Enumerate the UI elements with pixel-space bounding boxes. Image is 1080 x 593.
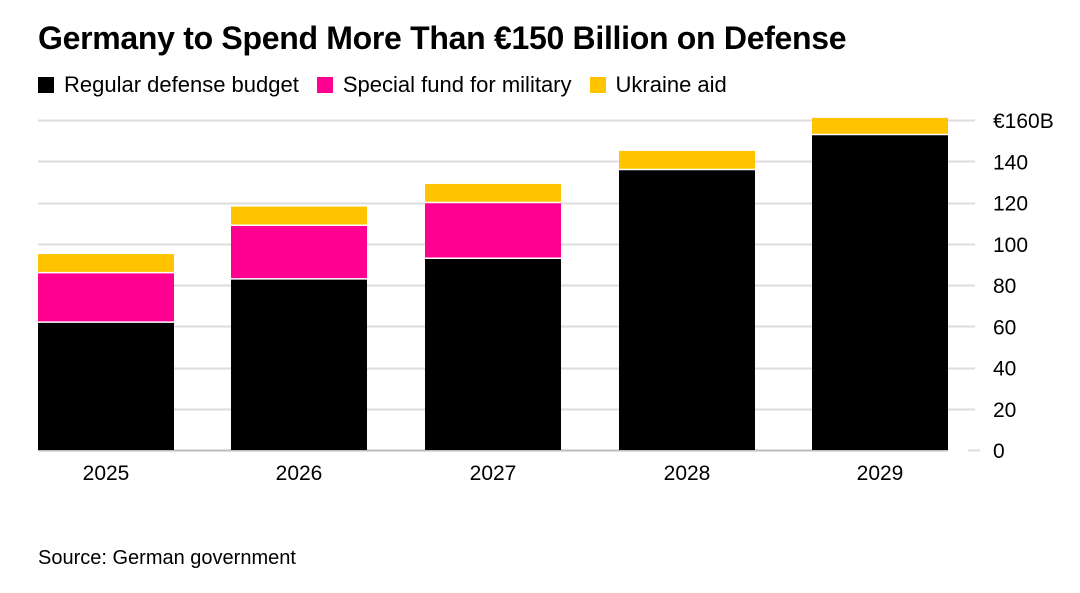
y-tick-label: 60 xyxy=(993,316,1016,339)
y-tick-label: 20 xyxy=(993,399,1016,422)
y-tick-label: 80 xyxy=(993,275,1016,298)
bar-segment-ukraine-2028 xyxy=(619,150,755,170)
bar-segment-regular-2025 xyxy=(38,322,174,450)
bar-segment-special-2027 xyxy=(425,202,561,259)
legend-label-ukraine: Ukraine aid xyxy=(615,72,727,97)
bar-segment-ukraine-2025 xyxy=(38,254,174,273)
y-tick-label: 0 xyxy=(993,440,1005,463)
y-tick-label: 40 xyxy=(993,358,1016,381)
chart-title: Germany to Spend More Than €150 Billion … xyxy=(38,20,847,56)
y-tick-label: 120 xyxy=(993,193,1028,216)
legend-swatch-regular xyxy=(38,77,54,93)
bar-segment-regular-2027 xyxy=(425,258,561,450)
y-tick-label: 140 xyxy=(993,151,1028,174)
bar-segment-special-2025 xyxy=(38,272,174,323)
x-tick-label: 2028 xyxy=(664,462,711,485)
x-tick-label: 2027 xyxy=(470,462,517,485)
bar-segment-special-2026 xyxy=(231,225,367,279)
legend-swatch-special xyxy=(316,77,333,93)
bar-segment-ukraine-2027 xyxy=(425,183,561,203)
legend-label-special: Special fund for military xyxy=(342,72,572,97)
x-tick-label: 2029 xyxy=(857,462,904,485)
legend: Regular defense budget Special fund for … xyxy=(38,72,745,98)
legend-swatch-ukraine xyxy=(589,77,606,93)
bar-layer xyxy=(38,117,948,450)
legend-item-regular: Regular defense budget xyxy=(38,72,299,98)
legend-item-special: Special fund for military xyxy=(316,72,572,98)
y-tick-layer: 0 20 40 60 80 100 120 140 €160B xyxy=(993,110,1054,463)
x-tick-label: 2025 xyxy=(83,462,130,485)
bar-segment-regular-2026 xyxy=(231,278,367,450)
y-tick-label: €160B xyxy=(993,110,1054,133)
y-tick-label: 100 xyxy=(993,234,1028,257)
legend-label-regular: Regular defense budget xyxy=(64,72,299,97)
source-note: Source: German government xyxy=(38,547,296,569)
bar-segment-regular-2028 xyxy=(619,169,755,450)
x-tick-layer: 2025 2026 2027 2028 2029 xyxy=(83,462,904,485)
bar-segment-regular-2029 xyxy=(812,134,948,450)
legend-item-ukraine: Ukraine aid xyxy=(589,72,727,98)
bar-segment-ukraine-2029 xyxy=(812,117,948,135)
bar-segment-ukraine-2026 xyxy=(231,206,367,226)
x-tick-label: 2026 xyxy=(276,462,323,485)
